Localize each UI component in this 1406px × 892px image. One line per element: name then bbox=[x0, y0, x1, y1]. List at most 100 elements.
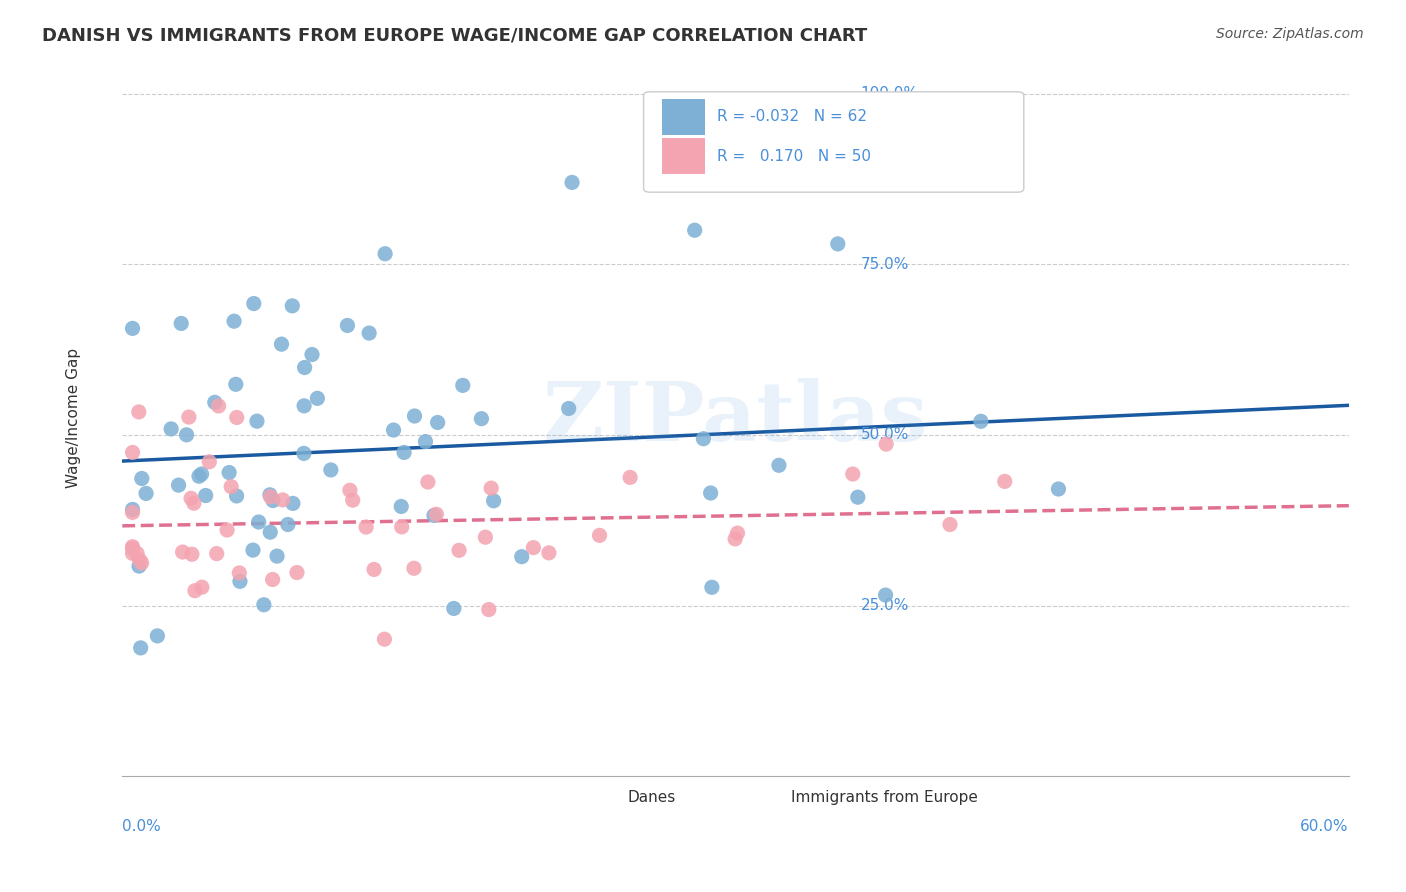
Point bbox=[281, 299, 304, 313]
Point bbox=[176, 427, 198, 442]
Point bbox=[229, 574, 252, 589]
Point bbox=[619, 470, 641, 484]
Point bbox=[128, 553, 150, 567]
Point bbox=[470, 411, 492, 425]
Text: ZIPatlas: ZIPatlas bbox=[543, 378, 928, 458]
Point bbox=[128, 405, 150, 419]
Point bbox=[354, 520, 377, 534]
Point bbox=[121, 540, 143, 554]
Point bbox=[127, 546, 149, 560]
Point bbox=[131, 556, 153, 570]
Text: 100.0%: 100.0% bbox=[860, 87, 918, 101]
Point bbox=[207, 399, 229, 413]
Point bbox=[392, 445, 415, 459]
Point bbox=[391, 520, 413, 534]
Point bbox=[846, 490, 869, 504]
Point bbox=[190, 467, 212, 481]
Point bbox=[225, 410, 247, 425]
Point bbox=[939, 517, 962, 532]
Point bbox=[271, 492, 294, 507]
Point bbox=[205, 547, 228, 561]
Point bbox=[160, 422, 183, 436]
Point bbox=[363, 562, 385, 576]
Point bbox=[292, 399, 315, 413]
Point bbox=[768, 458, 790, 473]
Point bbox=[292, 446, 315, 460]
Point bbox=[561, 176, 583, 190]
Text: R = -0.032   N = 62: R = -0.032 N = 62 bbox=[717, 110, 868, 124]
Point bbox=[188, 469, 211, 483]
Point bbox=[259, 488, 281, 502]
Point bbox=[479, 481, 502, 495]
Point bbox=[246, 414, 269, 428]
Point bbox=[443, 601, 465, 615]
Point bbox=[683, 223, 706, 237]
Point bbox=[336, 318, 359, 333]
Point bbox=[301, 347, 323, 361]
Point bbox=[382, 423, 405, 437]
Point bbox=[228, 566, 250, 580]
Point bbox=[222, 314, 245, 328]
Point bbox=[699, 486, 721, 500]
Point bbox=[588, 528, 610, 542]
Point bbox=[198, 455, 221, 469]
Point bbox=[121, 546, 143, 560]
Point bbox=[474, 530, 496, 544]
Point bbox=[389, 500, 412, 514]
Point bbox=[243, 296, 266, 310]
Bar bbox=[662, 138, 704, 174]
Point bbox=[478, 602, 501, 616]
Text: 50.0%: 50.0% bbox=[860, 427, 910, 442]
Point bbox=[262, 493, 284, 508]
Text: DANISH VS IMMIGRANTS FROM EUROPE WAGE/INCOME GAP CORRELATION CHART: DANISH VS IMMIGRANTS FROM EUROPE WAGE/IN… bbox=[42, 27, 868, 45]
Point bbox=[121, 541, 143, 556]
Point bbox=[167, 478, 190, 492]
Point bbox=[270, 337, 292, 351]
Point bbox=[970, 414, 993, 428]
Point bbox=[426, 416, 449, 430]
Point bbox=[875, 588, 897, 602]
Point bbox=[218, 466, 240, 480]
Text: Wage/Income Gap: Wage/Income Gap bbox=[66, 348, 80, 488]
Point bbox=[121, 445, 143, 459]
Point bbox=[700, 580, 723, 594]
Text: 25.0%: 25.0% bbox=[860, 598, 910, 613]
Point bbox=[522, 541, 544, 555]
Point bbox=[259, 525, 281, 540]
Point bbox=[217, 523, 239, 537]
Point bbox=[204, 395, 226, 409]
Point bbox=[416, 475, 439, 489]
Bar bbox=[748, 789, 779, 806]
Text: 75.0%: 75.0% bbox=[860, 257, 910, 272]
Point bbox=[827, 236, 849, 251]
Point bbox=[1047, 482, 1070, 496]
Point bbox=[277, 517, 299, 532]
Point bbox=[374, 247, 396, 261]
Point bbox=[342, 493, 364, 508]
Text: Source: ZipAtlas.com: Source: ZipAtlas.com bbox=[1216, 27, 1364, 41]
Point bbox=[447, 543, 470, 558]
Point bbox=[727, 526, 749, 541]
Point bbox=[225, 489, 247, 503]
Point bbox=[423, 508, 446, 523]
Point bbox=[451, 378, 474, 392]
Point bbox=[875, 437, 897, 451]
Point bbox=[266, 549, 288, 563]
Point bbox=[724, 532, 747, 546]
Point bbox=[415, 434, 437, 449]
FancyBboxPatch shape bbox=[644, 92, 1024, 192]
Point bbox=[194, 488, 217, 502]
Point bbox=[247, 515, 270, 529]
Text: 0.0%: 0.0% bbox=[122, 819, 162, 834]
Point bbox=[842, 467, 865, 481]
Text: 60.0%: 60.0% bbox=[1301, 819, 1348, 834]
Text: Danes: Danes bbox=[627, 790, 676, 805]
Point bbox=[170, 317, 193, 331]
Point bbox=[146, 629, 169, 643]
Text: Immigrants from Europe: Immigrants from Europe bbox=[790, 790, 977, 805]
Point bbox=[128, 559, 150, 574]
Point bbox=[425, 508, 447, 522]
Point bbox=[180, 491, 202, 506]
Point bbox=[177, 410, 200, 425]
Point bbox=[121, 505, 143, 519]
